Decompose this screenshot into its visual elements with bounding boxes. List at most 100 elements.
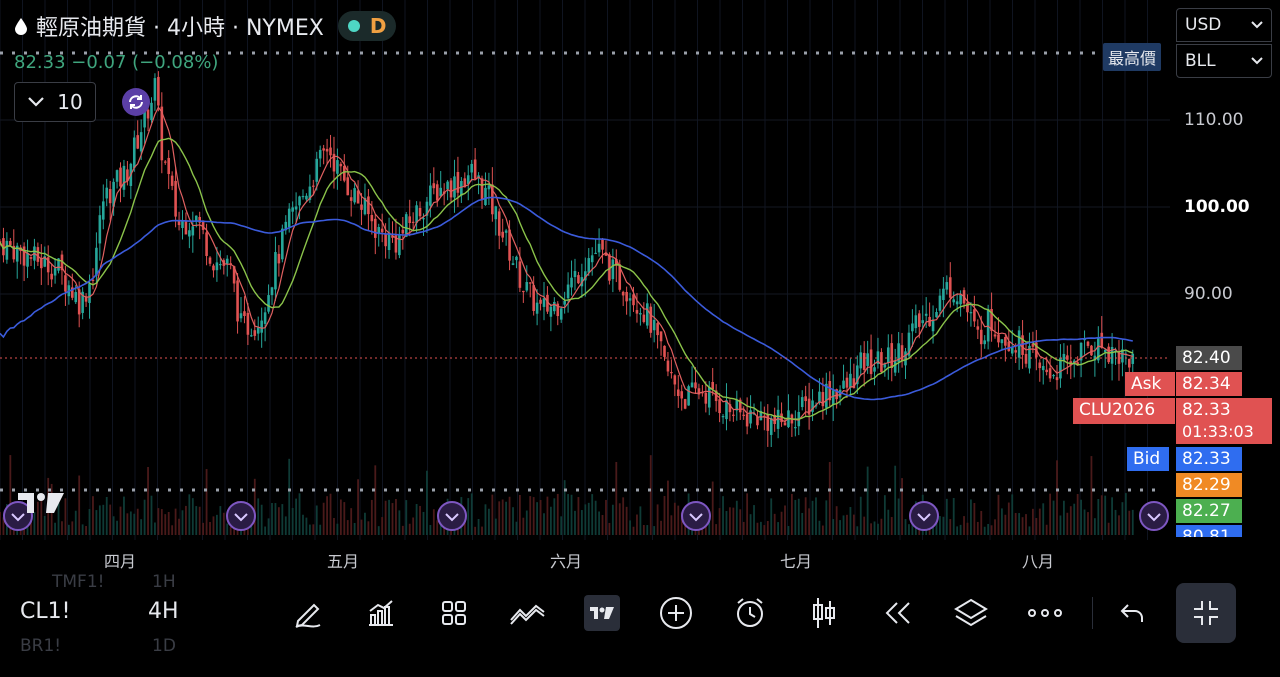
volume-bar — [140, 519, 143, 535]
candle-body — [57, 258, 60, 271]
candle-body — [642, 314, 646, 322]
candle-body — [838, 389, 842, 398]
candle-body — [528, 282, 532, 284]
volume-bar — [219, 506, 222, 535]
volume-bar — [85, 525, 87, 535]
candle-body — [818, 391, 821, 403]
unit-select[interactable]: BLL — [1176, 44, 1272, 78]
volume-bar — [364, 512, 366, 535]
volume-bar — [1090, 456, 1093, 535]
event-marker-icon — [1139, 501, 1169, 531]
candle-body — [1110, 346, 1114, 364]
layers-icon[interactable] — [951, 583, 991, 643]
volume-bar — [828, 462, 831, 535]
candle-body — [852, 378, 856, 389]
interval-button[interactable]: 4H — [148, 599, 179, 624]
bar-countdown: 01:33:03 — [1182, 422, 1254, 441]
high-price-label: 最高價 — [1103, 43, 1162, 71]
more-icon[interactable] — [1025, 583, 1065, 643]
candle-icon[interactable] — [804, 583, 844, 643]
volume-bar — [615, 461, 618, 535]
collapse-indicators-button[interactable]: 10 — [14, 82, 96, 122]
candle-body — [122, 165, 126, 190]
replay-icon[interactable] — [878, 583, 918, 643]
candle-body — [663, 345, 666, 357]
chart-canvas[interactable] — [0, 0, 1170, 540]
volume-bar — [81, 524, 84, 535]
indicators-icon[interactable] — [361, 583, 401, 643]
candle-body — [973, 309, 976, 322]
candle-body — [305, 195, 308, 200]
volume-bar — [1028, 526, 1031, 535]
volume-bar — [560, 516, 563, 535]
candle-body — [435, 184, 439, 201]
volume-bar — [801, 512, 804, 535]
volume-bar — [1021, 517, 1024, 535]
currency-select[interactable]: USD — [1176, 8, 1272, 42]
exit-fullscreen-icon[interactable] — [1176, 583, 1236, 643]
candle-body — [480, 178, 484, 201]
add-icon[interactable] — [656, 583, 696, 643]
volume-bar — [133, 513, 136, 535]
candle-body — [9, 241, 12, 246]
symbol-button[interactable]: CL1! — [20, 599, 71, 624]
volume-bar — [718, 508, 721, 535]
candle-body — [508, 229, 511, 261]
candle-body — [976, 326, 980, 330]
candle-body — [267, 295, 270, 312]
candle-body — [132, 137, 136, 168]
candle-body — [277, 253, 281, 264]
volume-bar — [315, 505, 318, 535]
candle-body — [64, 275, 67, 292]
layout-grid-icon[interactable] — [434, 583, 474, 643]
draw-icon[interactable] — [288, 583, 328, 643]
volume-bar — [556, 493, 559, 535]
alarm-icon[interactable] — [730, 583, 770, 643]
candle-body — [1045, 369, 1048, 373]
candle-body — [184, 220, 188, 235]
volume-bar — [1080, 499, 1083, 535]
candle-body — [773, 414, 776, 425]
candle-body — [597, 243, 601, 253]
volume-bar — [608, 522, 611, 535]
volume-bar — [481, 526, 483, 535]
volume-bar — [794, 499, 797, 535]
volume-bar — [1093, 518, 1096, 535]
undo-icon[interactable] — [1112, 583, 1152, 643]
volume-bar — [126, 513, 129, 535]
candle-body — [1121, 349, 1124, 363]
candle-body — [990, 308, 993, 331]
volume-bar — [277, 507, 280, 535]
market-status-pill[interactable]: D — [337, 11, 397, 41]
candle-body — [780, 413, 783, 423]
candle-body — [263, 312, 267, 324]
symbol-title[interactable]: 輕原油期貨 · 4小時 · NYMEX — [36, 16, 324, 41]
price-chart[interactable] — [0, 0, 1170, 540]
volume-bar — [746, 493, 749, 535]
chart-type-icon[interactable] — [584, 595, 620, 631]
candle-body — [146, 109, 150, 119]
candle-body — [53, 268, 57, 276]
event-marker-icon — [3, 501, 33, 531]
volume-bar — [474, 526, 477, 535]
candle-body — [522, 290, 525, 293]
ma-line-fast — [0, 106, 1133, 423]
candle-body — [532, 285, 535, 311]
compare-icon[interactable] — [508, 583, 548, 643]
candle-body — [336, 160, 339, 174]
volume-bar — [673, 502, 676, 535]
volume-bar — [229, 526, 232, 535]
volume-bar — [64, 498, 67, 535]
volume-bar — [839, 520, 841, 535]
volume-bar — [160, 509, 163, 535]
price-axis-label: 100.00 — [1184, 197, 1250, 217]
volume-bar — [877, 523, 879, 535]
volume-bar — [260, 504, 263, 535]
volume-bar — [1128, 510, 1131, 535]
candle-body — [91, 279, 95, 281]
candle-body — [718, 399, 721, 414]
volume-bar — [667, 480, 669, 535]
volume-bar — [57, 502, 60, 535]
candle-body — [632, 294, 635, 306]
sync-icon[interactable] — [122, 88, 150, 116]
